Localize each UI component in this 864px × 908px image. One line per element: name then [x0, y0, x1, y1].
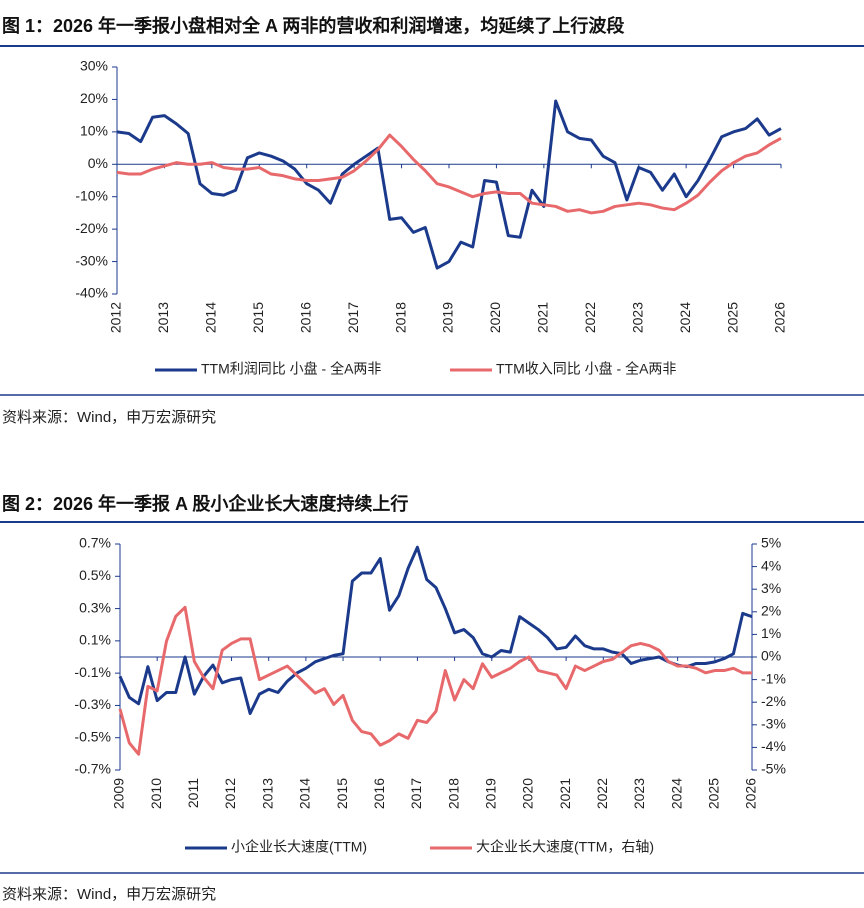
legend-label: 小企业长大速度(TTM) [231, 839, 367, 855]
x-tick-label: 2009 [111, 778, 127, 809]
x-tick-label: 2013 [259, 778, 275, 809]
y2-tick-label: 1% [761, 625, 781, 641]
y2-tick-label: -1% [761, 670, 786, 686]
x-tick-label: 2014 [203, 302, 219, 333]
y2-tick-label: 2% [761, 603, 781, 619]
y2-tick-label: -4% [761, 738, 786, 754]
x-tick-label: 2025 [724, 302, 740, 333]
y2-tick-label: 4% [761, 557, 781, 573]
y-tick-label: 0.3% [79, 599, 111, 615]
x-tick-label: 2021 [557, 778, 573, 809]
x-tick-label: 2012 [222, 778, 238, 809]
x-tick-label: 2023 [629, 302, 645, 333]
y-tick-label: 0.1% [79, 632, 111, 648]
series-line [118, 545, 753, 715]
legend-label: TTM利润同比 小盘 - 全A两非 [201, 361, 381, 377]
source: 资料来源：Wind，申万宏源研究 [2, 886, 216, 903]
y-tick-label: -0.3% [74, 696, 111, 712]
x-tick-label: 2021 [535, 302, 551, 333]
chart-title: 图 1：2026 年一季报小盘相对全 A 两非的营收和利润增速，均延续了上行波段 [2, 15, 625, 36]
x-tick-label: 2010 [148, 778, 164, 809]
x-tick-label: 2023 [631, 778, 647, 809]
x-tick-label: 2016 [371, 778, 387, 809]
chart-title: 图 2：2026 年一季报 A 股小企业长大速度持续上行 [2, 493, 408, 514]
x-tick-label: 2016 [297, 302, 313, 333]
y-tick-label: 20% [80, 90, 108, 106]
y-tick-label: -20% [75, 220, 108, 236]
legend-label: 大企业长大速度(TTM，右轴) [476, 839, 654, 855]
y-tick-label: 0.7% [79, 535, 111, 551]
series-line [118, 605, 752, 756]
x-tick-label: 2019 [440, 302, 456, 333]
x-tick-label: 2017 [408, 778, 424, 809]
series-line [116, 133, 782, 215]
x-tick-label: 2015 [334, 778, 350, 809]
legend-label: TTM收入同比 小盘 - 全A两非 [496, 361, 676, 377]
y-tick-label: -0.7% [74, 761, 111, 777]
y2-tick-label: -5% [761, 761, 786, 777]
x-tick-label: 2015 [250, 302, 266, 333]
x-tick-label: 2018 [445, 778, 461, 809]
y-tick-label: 30% [80, 58, 108, 74]
y-tick-label: -30% [75, 252, 108, 268]
x-tick-label: 2024 [677, 302, 693, 333]
x-tick-label: 2014 [297, 778, 313, 809]
x-tick-label: 2012 [108, 302, 124, 333]
y-tick-label: 10% [80, 123, 108, 139]
x-tick-label: 2018 [392, 302, 408, 333]
x-tick-label: 2017 [345, 302, 361, 333]
y-tick-label: -0.5% [74, 728, 111, 744]
y-tick-label: -0.1% [74, 664, 111, 680]
x-tick-label: 2013 [155, 302, 171, 333]
y2-tick-label: 3% [761, 580, 781, 596]
x-tick-label: 2011 [185, 778, 201, 808]
series-line [116, 99, 782, 270]
y-tick-label: 0% [88, 155, 108, 171]
x-tick-label: 2024 [668, 778, 684, 809]
source: 资料来源：Wind，申万宏源研究 [2, 409, 216, 426]
x-tick-label: 2026 [772, 302, 788, 333]
y2-tick-label: -3% [761, 716, 786, 732]
x-tick-label: 2020 [520, 778, 536, 809]
x-tick-label: 2019 [482, 778, 498, 809]
x-tick-label: 2022 [582, 302, 598, 333]
y-tick-label: -40% [75, 285, 108, 301]
x-tick-label: 2026 [743, 778, 759, 809]
y2-tick-label: 0% [761, 648, 781, 664]
y2-tick-label: 5% [761, 535, 781, 551]
y-tick-label: 0.5% [79, 567, 111, 583]
x-tick-label: 2020 [487, 302, 503, 333]
x-tick-label: 2022 [594, 778, 610, 809]
y2-tick-label: -2% [761, 693, 786, 709]
y-tick-label: -10% [75, 187, 108, 203]
x-tick-label: 2025 [706, 778, 722, 809]
